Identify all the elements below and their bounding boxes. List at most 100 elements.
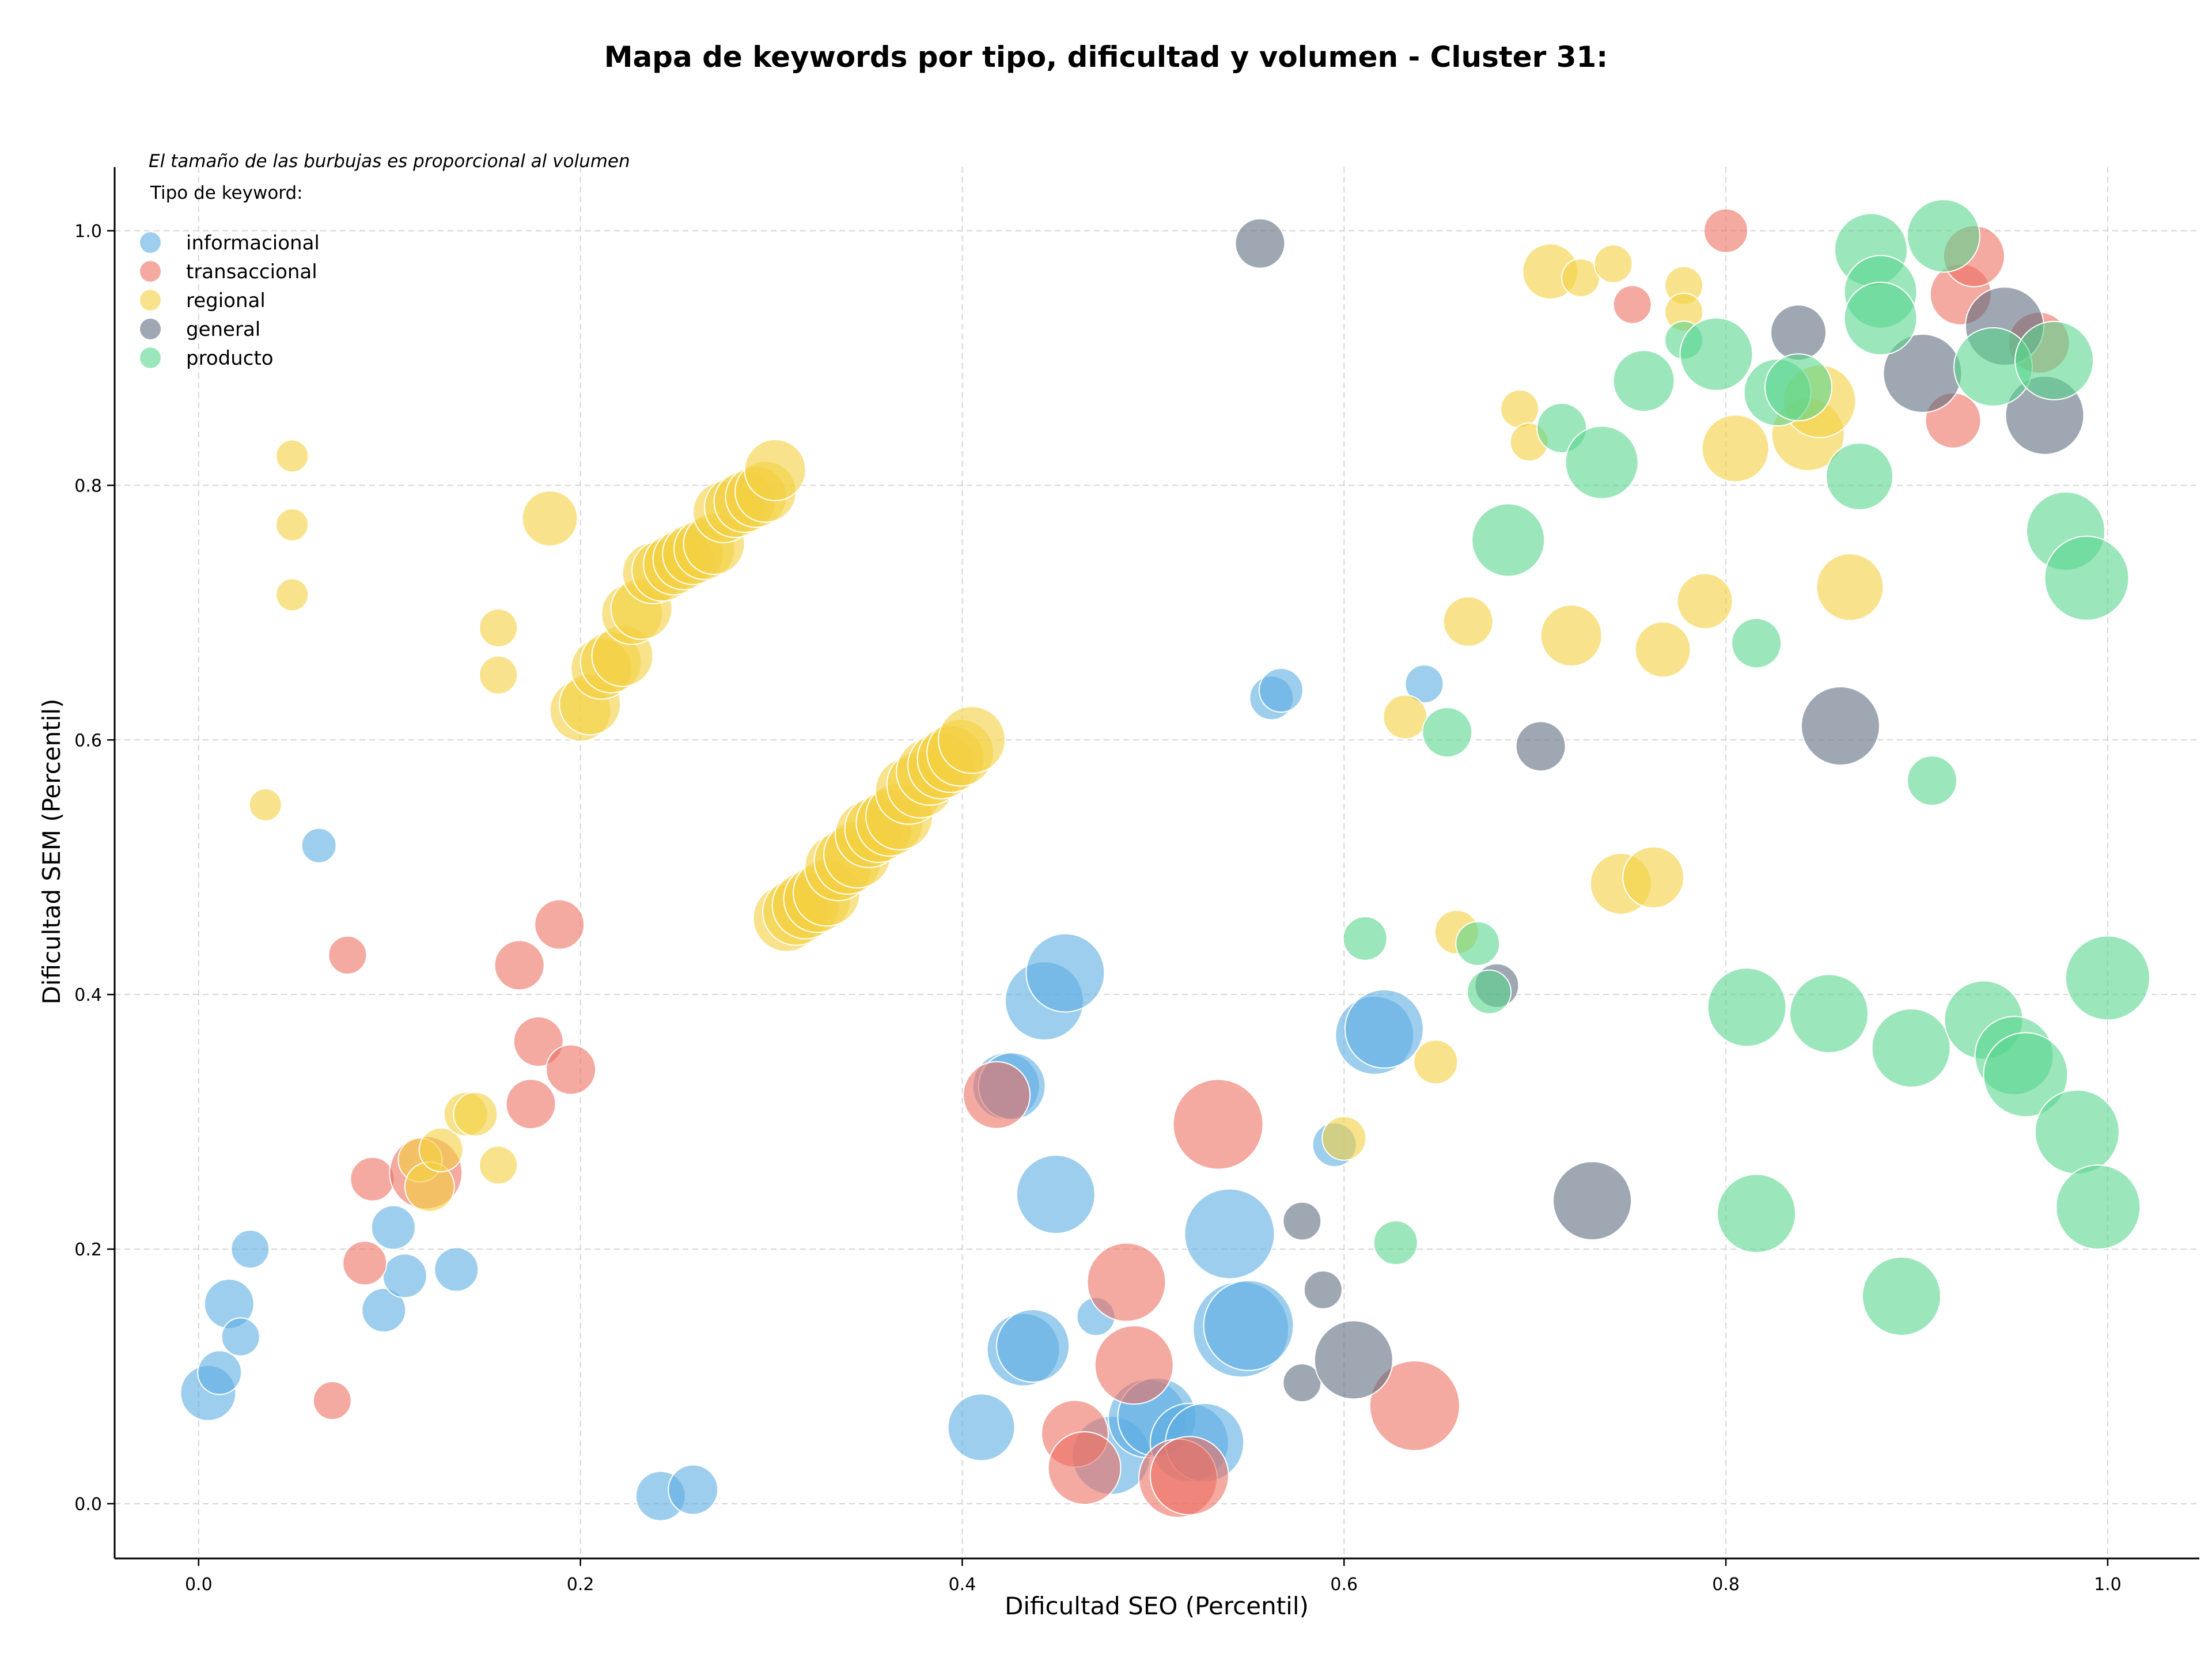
data-point [248,788,282,822]
data-point [494,940,545,991]
legend-item-regional: regional [140,289,266,312]
data-point [350,1156,395,1202]
data-point [2014,320,2094,400]
data-point [312,1381,352,1421]
data-point [1303,1270,1343,1310]
legend-label: producto [186,347,274,370]
data-point [1565,425,1639,500]
y-tick-label: 0.2 [74,1240,102,1260]
data-point [342,1240,388,1286]
data-point [1731,618,1782,669]
y-tick-label: 0.8 [74,476,102,496]
data-point [744,438,806,501]
data-point [1612,285,1652,324]
legend-marker [140,290,161,311]
plot-area [180,199,2150,1522]
chart-title: Mapa de keywords por tipo, dificultad y … [604,40,1608,74]
data-point [197,1350,243,1395]
data-point [1515,721,1566,772]
data-point [1234,218,1286,269]
data-point [1701,414,1770,483]
data-point [1422,707,1473,758]
data-point [947,1393,1016,1462]
data-point [505,1079,556,1130]
data-point [1871,1008,1951,1088]
data-point [1382,694,1428,740]
legend-marker [140,232,161,253]
series-informacional [180,664,1444,1522]
data-point [1282,1201,1322,1241]
x-tick-label: 0.8 [1712,1575,1740,1595]
data-point [963,1061,1031,1129]
y-tick-label: 1.0 [74,221,102,241]
data-point [1500,389,1540,429]
data-point [1825,442,1894,510]
data-point [301,827,337,864]
data-point [1789,974,1869,1054]
data-point [1703,208,1749,253]
legend-item-general: general [140,318,260,341]
y-axis-ticks: 0.0 0.2 0.4 0.6 0.8 1.0 [74,221,115,1515]
data-point [1983,1032,2069,1118]
legend-marker [140,347,161,368]
x-tick-label: 0.4 [949,1575,976,1595]
data-point [230,1229,270,1269]
y-tick-label: 0.4 [74,985,102,1005]
legend-label: transaccional [186,260,317,283]
data-point [1467,969,1512,1015]
legend-label: general [186,318,260,341]
x-tick-label: 1.0 [2094,1575,2122,1595]
data-point [1455,921,1501,966]
data-point [1342,915,1388,961]
data-point [328,935,368,975]
series-producto [1342,199,2150,1336]
x-tick-label: 0.2 [567,1575,594,1595]
data-point [479,655,518,695]
data-point [521,490,578,547]
data-point [275,578,309,612]
legend-label: regional [186,289,266,312]
data-point [1344,989,1424,1069]
data-point [1016,1155,1096,1235]
data-point [1622,846,1685,909]
data-point [361,1288,407,1333]
data-point [1184,1188,1275,1280]
data-point [1552,1161,1633,1241]
data-point [938,706,1006,774]
x-tick-label: 0.6 [1330,1575,1358,1595]
data-point [1906,199,1980,273]
data-point [1717,1174,1797,1254]
data-point [434,1247,479,1292]
data-point [1770,304,1827,361]
data-point [1593,244,1633,283]
data-point [1413,1039,1459,1085]
data-point [1047,1431,1122,1505]
data-point [996,1309,1070,1383]
data-point [1634,621,1691,678]
data-point [275,508,309,542]
data-point [1816,553,1884,622]
data-point [668,1464,719,1515]
data-point [546,1044,597,1095]
data-point [370,1205,416,1250]
data-point [382,1253,427,1299]
data-point [1800,686,1880,766]
data-point [1258,668,1304,713]
data-point [1282,1363,1322,1403]
legend-title: Tipo de keyword: [150,183,303,203]
legend-marker [140,319,161,339]
data-point [1373,1220,1418,1266]
data-point [1025,933,1105,1013]
data-point [1172,1079,1264,1170]
data-point [1540,604,1603,667]
data-point [479,1145,518,1185]
data-point [2065,935,2150,1021]
data-point [275,439,309,473]
data-point [453,1091,498,1137]
data-point [221,1317,260,1357]
data-point [1442,596,1494,647]
data-point [1679,317,1753,391]
data-point [1907,755,1958,806]
x-axis-ticks: 0.0 0.2 0.4 0.6 0.8 1.0 [185,1558,2122,1595]
